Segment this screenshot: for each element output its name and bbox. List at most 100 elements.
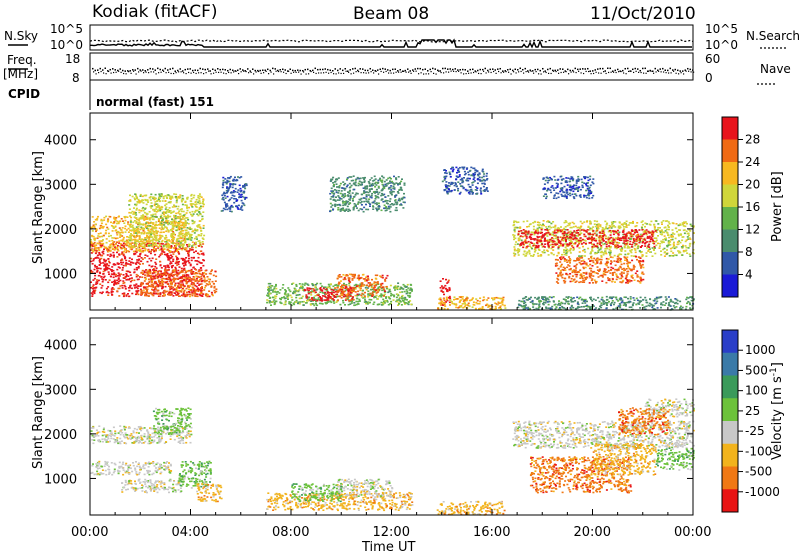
echo-cell <box>113 217 116 220</box>
echo-cell <box>185 231 188 234</box>
echo-cell <box>158 195 161 197</box>
echo-cell <box>167 274 170 276</box>
echo-cell <box>141 247 144 250</box>
echo-cell <box>141 242 144 244</box>
echo-cell <box>229 184 232 187</box>
echo-cell <box>171 224 174 227</box>
echo-cell <box>357 290 360 293</box>
freq-dot <box>527 70 529 72</box>
freq-dot <box>392 68 394 71</box>
echo-cell <box>244 187 247 190</box>
echo-cell <box>341 290 344 292</box>
echo-cell <box>102 279 105 281</box>
echo-cell <box>306 289 309 291</box>
echo-cell <box>152 275 155 278</box>
echo-cell <box>336 289 339 292</box>
echo-cell <box>195 275 198 277</box>
echo-cell <box>342 187 345 190</box>
echo-cell <box>129 223 132 225</box>
echo-cell <box>382 288 385 290</box>
echo-cell <box>492 298 495 301</box>
echo-cell <box>132 238 135 241</box>
echo-cell <box>599 251 602 254</box>
echo-cell <box>380 284 383 286</box>
echo-cell <box>169 278 172 281</box>
echo-cell <box>392 182 395 185</box>
echo-cell <box>332 288 335 291</box>
echo-cell <box>311 300 314 302</box>
echo-cell <box>165 243 168 245</box>
freq-dot <box>327 68 329 71</box>
echo-cell <box>190 228 193 230</box>
echo-cell <box>347 293 350 295</box>
echo-cell <box>396 288 399 291</box>
echo-cell <box>365 194 368 196</box>
freq-dot <box>549 67 551 70</box>
echo-cell <box>126 216 129 218</box>
freq-dot <box>457 69 459 71</box>
echo-cell <box>129 238 132 240</box>
echo-cell <box>135 204 138 207</box>
echo-cell <box>311 297 314 299</box>
echo-cell <box>133 268 136 271</box>
freq-dot <box>374 69 376 72</box>
echo-cell <box>600 254 603 257</box>
echo-cell <box>165 281 168 283</box>
nave-dot <box>485 72 487 74</box>
echo-cell <box>229 185 232 188</box>
echo-cell <box>125 243 128 245</box>
echo-cell <box>105 246 108 249</box>
echo-cell <box>607 240 610 242</box>
freq-dot <box>512 69 514 72</box>
echo-cell <box>153 277 156 280</box>
echo-cell <box>478 178 481 181</box>
echo-cell <box>162 246 165 248</box>
echo-cell <box>135 251 138 253</box>
freq-dot <box>429 68 431 71</box>
echo-cell <box>200 253 203 255</box>
echo-cell <box>132 226 135 229</box>
freq-dot <box>612 70 614 72</box>
echo-cell <box>149 239 152 242</box>
echo-cell <box>158 227 161 229</box>
nave-dot <box>138 71 140 73</box>
echo-cell <box>159 273 162 275</box>
echo-cell <box>267 292 270 294</box>
echo-cell <box>365 288 368 291</box>
echo-cell <box>158 244 161 247</box>
echo-cell <box>128 277 131 280</box>
echo-cell <box>516 243 519 245</box>
echo-cell <box>113 249 116 251</box>
echo-cell <box>198 193 201 195</box>
echo-cell <box>160 193 163 195</box>
echo-cell <box>181 281 184 283</box>
echo-cell <box>468 299 471 302</box>
nave-dot <box>498 70 500 73</box>
echo-cell <box>403 297 405 299</box>
echo-cell <box>288 301 291 303</box>
echo-cell <box>149 234 152 237</box>
echo-cell <box>226 190 229 193</box>
nave-dot <box>118 70 120 72</box>
echo-cell <box>678 240 681 242</box>
echo-cell <box>97 233 100 235</box>
nave-dot <box>158 72 160 74</box>
echo-cell <box>151 222 154 225</box>
echo-cell <box>161 282 164 285</box>
nave-dot <box>545 71 547 74</box>
echo-cell <box>171 195 174 198</box>
echo-cell <box>194 228 197 231</box>
echo-cell <box>131 234 134 236</box>
echo-cell <box>154 288 157 290</box>
echo-cell <box>187 276 190 278</box>
echo-cell <box>344 194 347 197</box>
echo-cell <box>165 290 168 293</box>
freq-dot <box>149 67 151 70</box>
echo-cell <box>160 217 163 219</box>
echo-cell <box>178 213 181 216</box>
freq-dot <box>417 67 419 70</box>
echo-cell <box>374 186 377 188</box>
echo-cell <box>482 189 485 192</box>
echo-cell <box>150 216 153 219</box>
